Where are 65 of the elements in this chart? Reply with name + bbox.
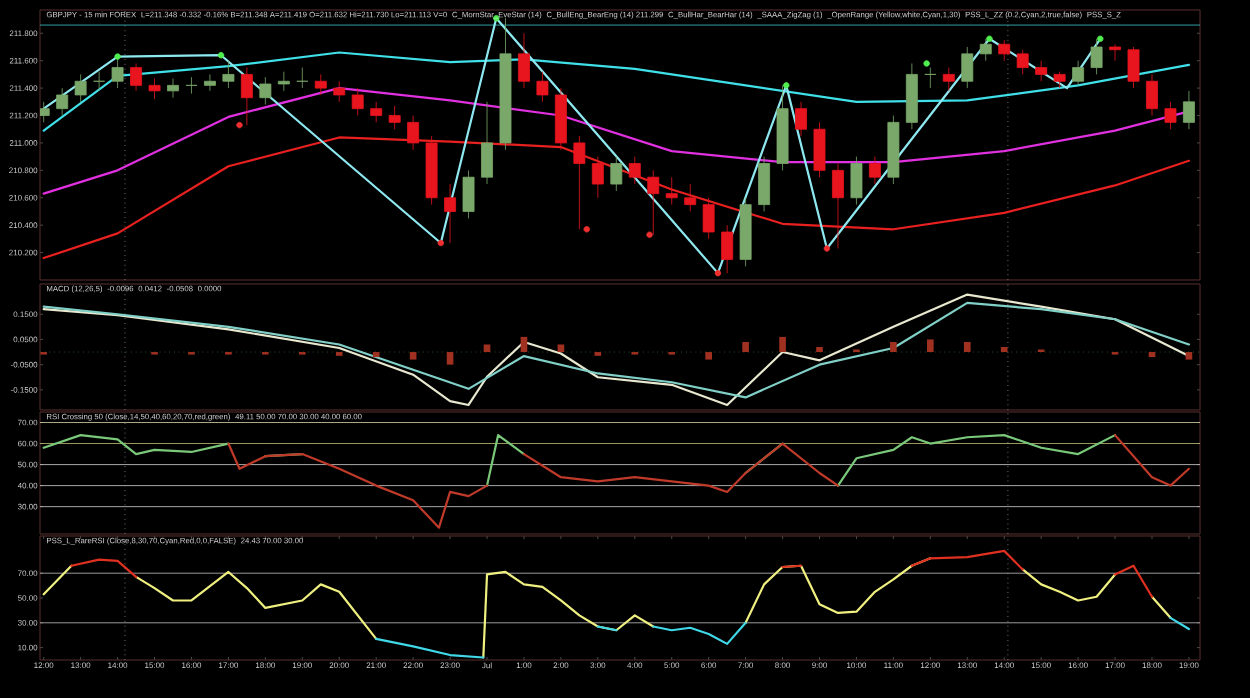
candlestick — [277, 71, 290, 92]
candlestick — [185, 76, 198, 94]
bar — [927, 339, 934, 353]
candlestick — [40, 101, 50, 123]
candlestick — [795, 101, 807, 137]
candlestick — [1072, 60, 1085, 86]
bar — [779, 336, 786, 353]
bar — [705, 352, 712, 360]
candlestick — [684, 183, 697, 212]
candlestick — [924, 67, 937, 89]
bar — [409, 352, 417, 360]
candlestick — [296, 67, 309, 89]
candlestick — [536, 71, 549, 103]
candlestick — [758, 156, 771, 212]
candlestick — [1016, 49, 1029, 75]
candlestick — [462, 169, 475, 219]
bar — [372, 352, 380, 358]
candlestick — [518, 32, 530, 89]
candlestick — [1035, 60, 1048, 82]
candlestick — [370, 101, 383, 123]
bar — [483, 344, 491, 353]
candlestick — [130, 63, 142, 92]
candlestick — [1164, 101, 1177, 130]
bar — [963, 341, 971, 353]
bar — [742, 341, 749, 353]
bar — [1000, 347, 1008, 353]
candlestick — [591, 156, 604, 199]
candlestick — [481, 101, 493, 185]
candlestick — [850, 156, 863, 206]
candlestick — [813, 121, 826, 178]
candlestick — [204, 74, 216, 92]
candlestick — [259, 76, 272, 105]
candlestick — [1146, 74, 1158, 116]
candlestick — [1127, 46, 1140, 89]
bar — [557, 344, 565, 353]
candlestick — [1182, 90, 1195, 130]
bar — [890, 341, 897, 353]
candlestick — [74, 74, 87, 103]
candlestick — [998, 39, 1011, 62]
candlestick — [167, 78, 179, 99]
candlestick — [333, 80, 346, 103]
candlestick — [111, 56, 124, 89]
candlestick — [222, 60, 235, 89]
candlestick — [148, 78, 161, 100]
candlestick — [961, 46, 974, 89]
candlestick — [610, 156, 623, 192]
candlestick — [1090, 38, 1103, 75]
candlestick — [942, 67, 955, 92]
candlestick — [1109, 43, 1121, 62]
candlestick — [351, 87, 364, 116]
candlestick — [832, 163, 844, 249]
candlestick — [647, 169, 660, 236]
candlestick — [314, 74, 327, 96]
candlestick — [665, 176, 678, 206]
candlestick — [868, 156, 881, 185]
candlestick — [93, 71, 106, 92]
bar — [1185, 352, 1193, 360]
candlestick — [56, 87, 69, 116]
bar — [446, 352, 454, 365]
candlestick — [905, 63, 918, 130]
candlestick — [979, 38, 992, 62]
bar — [816, 347, 823, 353]
candlestick — [388, 105, 401, 130]
candlestick — [702, 197, 715, 240]
candlestick — [628, 156, 641, 185]
